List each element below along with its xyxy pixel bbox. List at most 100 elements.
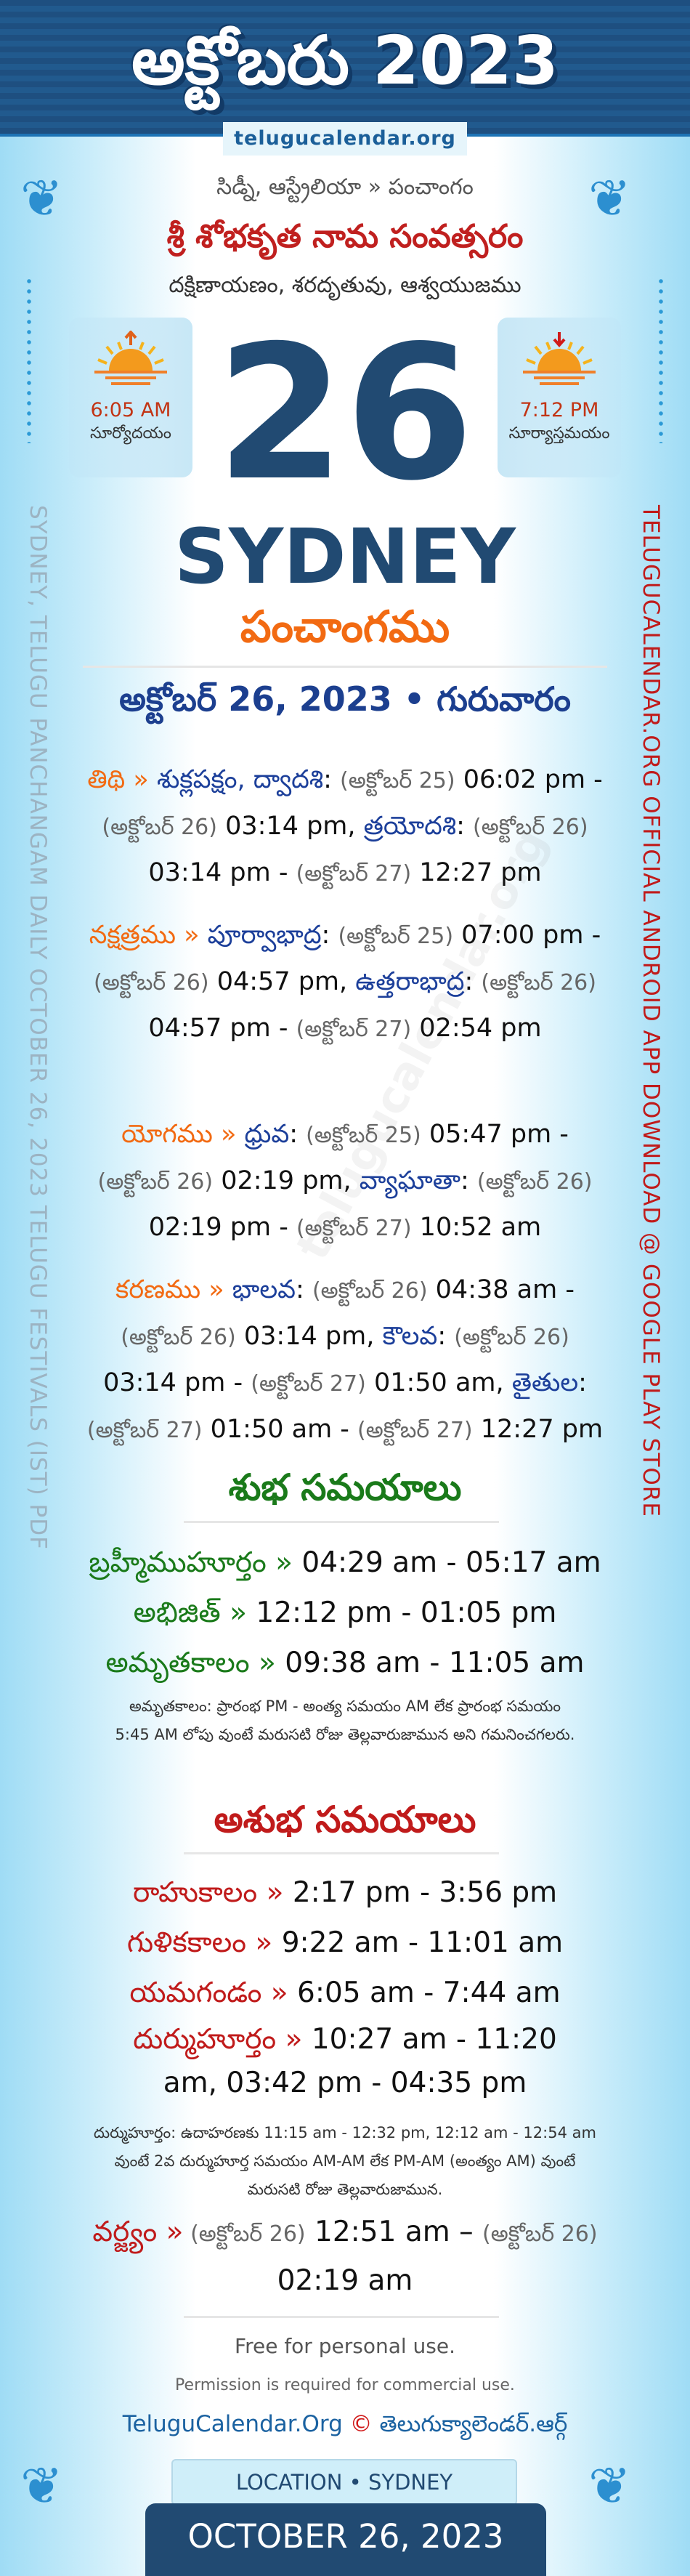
time-text: 01:50 am - <box>202 1415 358 1444</box>
time-text: 04:57 pm - <box>148 1014 296 1043</box>
site-link-te[interactable]: తెలుగుక్యాలెండర్.ఆర్గ్ <box>379 2411 568 2437</box>
ornament-icon: ❦ <box>20 2456 63 2516</box>
samvatsaram: శ్రీ శోభకృత నామ సంవత్సరం <box>166 218 524 255</box>
permission-notice: Permission is required for commercial us… <box>175 2376 515 2394</box>
time-text: : <box>464 967 482 996</box>
side-text-left: SYDNEY, TELUGU PANCHANGAM DAILY OCTOBER … <box>25 505 51 1550</box>
row-label: అభిజిత్ » <box>133 1596 248 1629</box>
time-text: 02:54 pm <box>411 1014 542 1043</box>
date-text: (అక్టోబర్ 26) <box>476 1169 593 1195</box>
ashubha-heading: అశుభ సమయాలు <box>214 1798 476 1841</box>
entry-name: కౌలవ <box>382 1322 438 1351</box>
date-text: (అక్టోబర్ 26) <box>454 1325 569 1350</box>
row-label: వర్జ్యం » <box>92 2216 184 2248</box>
row-label: బ్రహ్మీముహూర్తం » <box>89 1546 293 1579</box>
time-text: 03:14 pm - <box>148 858 296 887</box>
date-text: (అక్టోబర్ 26) <box>312 1278 428 1304</box>
time-text: 05:47 pm - <box>421 1120 569 1149</box>
entry-name: ఉత్తరాభాద్ర <box>355 967 465 996</box>
date-text: (అక్టోబర్ 27) <box>296 861 412 887</box>
time-text: 02:19 pm - <box>148 1213 296 1242</box>
row-value: 04:29 am - 05:17 am <box>293 1546 601 1579</box>
sunrise-label: సూర్యోదయం <box>90 424 171 443</box>
date-text: (అక్టోబర్ 25) <box>340 768 455 794</box>
shubha-row: బ్రహ్మీముహూర్తం » 04:29 am - 05:17 am <box>83 1538 607 1588</box>
divider <box>184 1521 499 1523</box>
entry-label: నక్షత్రము » <box>89 921 208 950</box>
row-label: యమగండం » <box>129 1977 288 2009</box>
month-title: అక్టోబరు 2023 <box>131 22 559 100</box>
ashubha-row: దుర్ముహూర్తం » 10:27 am - 11:20 am, 03:4… <box>83 2018 607 2105</box>
time-text: 06:02 pm - <box>455 765 603 794</box>
copyright-icon: © <box>349 2411 373 2437</box>
date-line: అక్టోబర్ 26, 2023 • గురువారం <box>119 679 571 719</box>
time-text: 03:14 pm, <box>235 1322 383 1351</box>
date-text: (అక్టోబర్ 27) <box>296 1216 412 1241</box>
entry-name: వ్యాఘాతా <box>359 1166 460 1195</box>
date-text: (అక్టోబర్ 26) <box>183 2221 306 2247</box>
site-link-en[interactable]: TeluguCalendar.Org <box>122 2411 343 2437</box>
time-text: 10:52 am <box>411 1213 542 1242</box>
time-text: : <box>289 1120 307 1149</box>
time-text: 07:00 pm - <box>453 921 601 950</box>
nakshatra-entry: నక్షత్రము » పూర్వాభాద్ర: (అక్టోబర్ 25) 0… <box>83 913 607 1052</box>
time-text: 03:14 pm, <box>216 812 364 841</box>
time-text: 03:14 pm - <box>103 1368 251 1397</box>
row-value: 6:05 am - 7:44 am <box>288 1977 561 2009</box>
divider <box>184 2316 499 2318</box>
row-value: 9:22 am - 11:01 am <box>272 1926 564 1959</box>
time-text: : <box>578 1368 587 1397</box>
sunrise-box: 6:05 AM సూర్యోదయం <box>69 318 192 477</box>
durmuhurtham-note: దుర్ముహూర్తం: ఉదాహరణకు 11:15 am - 12:32 … <box>94 2124 596 2198</box>
time-text: : <box>323 765 341 794</box>
day-number: 26 <box>216 306 474 522</box>
time-text: : <box>321 921 338 950</box>
date-text: (అక్టోబర్ 26) <box>121 1325 236 1350</box>
sunrise-time: 6:05 AM <box>90 399 171 421</box>
entry-label: యోగము » <box>121 1120 245 1149</box>
entry-name: పూర్వాభాద్ర <box>207 921 322 950</box>
time-text: 01:50 am, <box>365 1368 512 1397</box>
entry-name: తైతుల <box>511 1368 579 1397</box>
entry-name: భాలవ <box>232 1275 296 1304</box>
row-label: దుర్ముహూర్తం » <box>133 2023 303 2056</box>
dotted-border <box>659 276 663 443</box>
location-badge: LOCATION • SYDNEY <box>171 2459 517 2506</box>
sunset-box: 7:12 PM సూర్యాస్తమయం <box>498 318 621 477</box>
time-text: : <box>437 1322 455 1351</box>
shubha-row: అమృతకాలం » 09:38 am - 11:05 am <box>83 1638 607 1688</box>
row-value: 12:12 pm - 01:05 pm <box>247 1596 557 1629</box>
ashubha-row: గుళికకాలం » 9:22 am - 11:01 am <box>83 1918 607 1968</box>
date-text: (అక్టోబర్ 26) <box>102 815 217 840</box>
time-text: 12:27 pm <box>472 1415 604 1444</box>
bottom-date: OCTOBER 26, 2023 <box>145 2503 546 2576</box>
entry-name: శుక్లపక్షం, ద్వాదశి <box>156 765 324 794</box>
time-text: : <box>460 1166 477 1195</box>
sunset-label: సూర్యాస్తమయం <box>508 424 610 443</box>
ayanam: దక్షిణాయణం, శరదృతువు, ఆశ్వయుజము <box>169 272 521 298</box>
time-text: 04:38 am - <box>427 1275 575 1304</box>
row-value: 09:38 am - 11:05 am <box>275 1647 585 1679</box>
row-label: గుళికకాలం » <box>126 1926 273 1959</box>
shubha-list: బ్రహ్మీముహూర్తం » 04:29 am - 05:17 am అభ… <box>83 1538 607 1688</box>
date-text: (అక్టోబర్ 25) <box>338 924 454 949</box>
sunset-time: 7:12 PM <box>519 399 599 421</box>
ashubha-list: రాహుకాలం » 2:17 pm - 3:56 pm గుళికకాలం »… <box>83 1868 607 2105</box>
dotted-border <box>27 276 31 443</box>
shubha-row: అభిజిత్ » 12:12 pm - 01:05 pm <box>83 1588 607 1638</box>
ornament-icon: ❦ <box>588 2456 631 2516</box>
site-link[interactable]: telugucalendar.org <box>223 122 467 156</box>
date-text: (అక్టోబర్ 27) <box>86 1418 203 1443</box>
ornament-icon: ❦ <box>20 169 63 228</box>
row-value: 10:27 am - 11:20 am, 03:42 pm - 04:35 pm <box>163 2023 557 2099</box>
date-text: (అక్టోబర్ 26) <box>473 815 588 840</box>
karana-entry: కరణము » భాలవ: (అక్టోబర్ 26) 04:38 am - (… <box>83 1267 607 1453</box>
ashubha-row: రాహుకాలం » 2:17 pm - 3:56 pm <box>83 1868 607 1918</box>
sunrise-icon <box>94 329 167 385</box>
breadcrumb[interactable]: సిడ్నీ, ఆస్ట్రేలియా » పంచాంగం <box>216 174 474 200</box>
entry-name: త్రయోదశి <box>363 812 457 841</box>
amrutha-note: అమృతకాలం: ప్రారంభ PM - అంత్య సమయం AM లేక… <box>115 1697 575 1743</box>
ornament-icon: ❦ <box>588 169 631 228</box>
time-text: 02:19 pm, <box>213 1166 360 1195</box>
row-value: 2:17 pm - 3:56 pm <box>283 1876 558 1909</box>
